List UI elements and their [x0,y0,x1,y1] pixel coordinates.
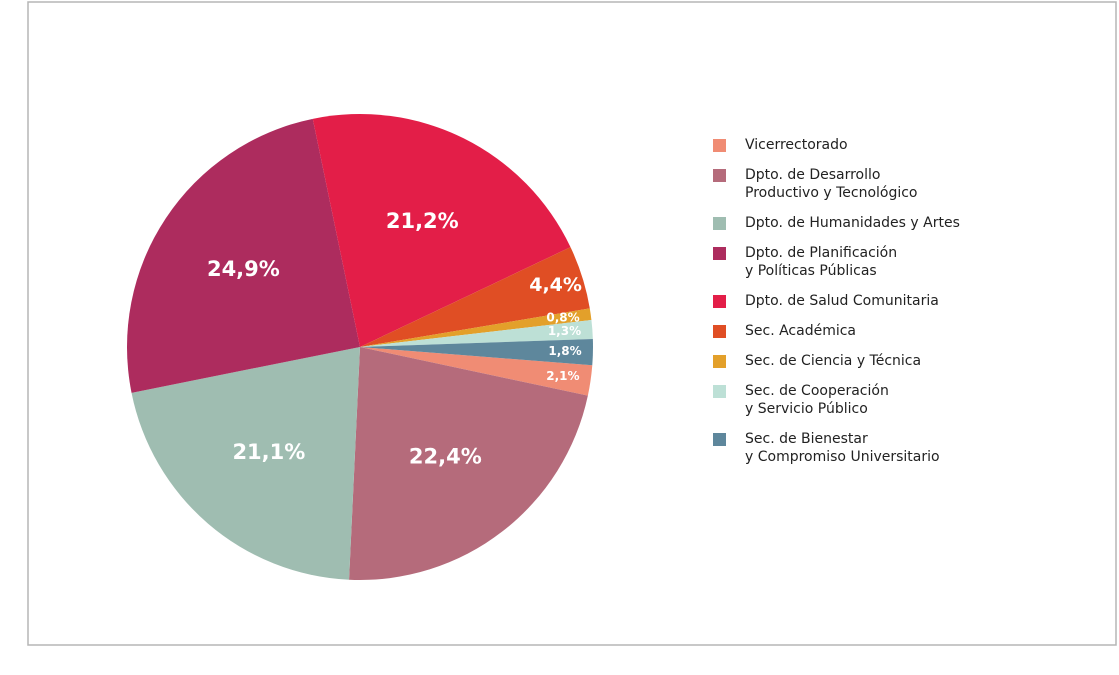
legend-label: Sec. Académica [745,323,857,339]
legend-swatch [713,217,726,230]
legend-item: Dpto. de Salud Comunitaria [713,292,960,310]
pie-slice [360,308,592,347]
legend-item: Dpto. de Desarrollo Productivo y Tecnoló… [713,166,960,202]
pie-slice [126,118,360,393]
legend-swatch [713,139,726,152]
pie-slice [349,347,588,580]
pie-slice [360,338,593,366]
data-label: 4,4% [529,274,582,296]
data-label: 21,2% [386,209,459,233]
legend-label: Dpto. de Salud Comunitaria [745,293,939,309]
legend-swatch [713,247,726,260]
legend-item: Dpto. de Humanidades y Artes [713,214,960,232]
pie-slice [360,247,590,347]
legend-item: Sec. de Bienestar y Compromiso Universit… [713,430,960,466]
legend-label: Dpto. de Planificación y Políticas Públi… [745,245,898,279]
data-label: 2,1% [546,369,579,383]
data-label: 0,8% [546,311,579,325]
data-label: 21,1% [232,440,305,464]
legend-label: Dpto. de Humanidades y Artes [745,215,960,231]
legend-item: Dpto. de Planificación y Políticas Públi… [713,244,960,280]
legend-label: Dpto. de Desarrollo Productivo y Tecnoló… [745,167,918,201]
data-label: 24,9% [207,257,280,281]
data-label: 22,4% [409,445,482,469]
frame [27,1,1117,646]
legend-item: Sec. de Ciencia y Técnica [713,352,960,370]
pie-slice [360,347,593,396]
legend-swatch [713,385,726,398]
data-label: 1,3% [548,324,581,338]
legend-swatch [713,433,726,446]
legend-item: Sec. Académica [713,322,960,340]
legend-item: Sec. de Cooperación y Servicio Público [713,382,960,418]
pie-slice [360,319,593,347]
pie-slice [312,113,571,347]
legend-item: Vicerrectorado [713,136,960,154]
legend-label: Sec. de Ciencia y Técnica [745,353,922,369]
legend-swatch [713,355,726,368]
legend-label: Sec. de Bienestar y Compromiso Universit… [745,431,940,465]
legend-label: Sec. de Cooperación y Servicio Público [745,383,889,417]
legend-swatch [713,169,726,182]
pie-slice [131,347,360,580]
legend: Vicerrectorado Dpto. de Desarrollo Produc… [713,136,960,478]
legend-swatch [713,295,726,308]
legend-label: Vicerrectorado [745,137,848,153]
data-label: 1,8% [548,344,581,358]
legend-swatch [713,325,726,338]
